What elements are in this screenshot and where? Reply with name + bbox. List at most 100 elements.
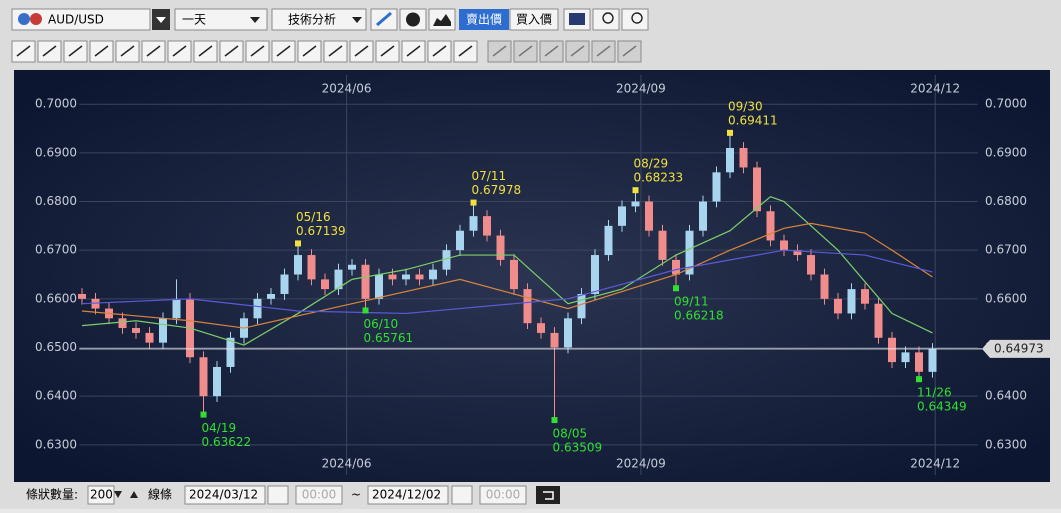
- extreme-value: 0.63509: [553, 441, 603, 455]
- x-tick-label-bottom: 2024/12: [910, 457, 960, 471]
- candle-body: [712, 172, 721, 202]
- candle-body: [213, 366, 221, 397]
- analysis-select[interactable]: [271, 8, 367, 31]
- y-tick-label: 0.6800: [35, 194, 77, 208]
- extreme-date: 09/30: [728, 99, 763, 113]
- tool-icon: [544, 45, 559, 57]
- candle-body: [172, 298, 181, 319]
- from-date-input[interactable]: [184, 485, 266, 505]
- tool-icon: [406, 45, 421, 57]
- extreme-date: 08/05: [553, 427, 588, 441]
- extreme-date: 11/26: [917, 386, 952, 400]
- zoom-icon: [631, 12, 643, 24]
- buy-label: 買入價: [516, 13, 552, 27]
- from-date: 2024/03/12: [189, 488, 258, 502]
- candle-body: [739, 147, 748, 168]
- candle-body: [402, 274, 410, 280]
- candle-body: [766, 211, 775, 241]
- candle-body: [91, 298, 100, 309]
- extreme-date: 04/19: [202, 421, 237, 435]
- price-tag: [982, 339, 1050, 358]
- candle-body: [388, 274, 397, 280]
- tool-icon: [622, 45, 637, 57]
- tool-icon: [596, 45, 611, 57]
- zoom-in-button[interactable]: [621, 8, 649, 31]
- y-tick-label: 0.6900: [35, 145, 77, 159]
- tool-icon: [518, 45, 533, 57]
- candle-body: [658, 230, 667, 260]
- chart-type-button[interactable]: [428, 8, 456, 31]
- symbol-select[interactable]: [11, 8, 151, 31]
- toolbar: AUD/USD 一天 技術分析 賣出價 買入價: [11, 8, 649, 31]
- tool-icon: [94, 45, 109, 57]
- candle-body: [847, 289, 856, 314]
- buy-button[interactable]: [509, 8, 559, 31]
- candle-body: [429, 269, 437, 280]
- extreme-marker: [200, 411, 207, 418]
- candle-body: [928, 348, 937, 372]
- candle-body: [672, 259, 680, 275]
- sell-button[interactable]: [459, 9, 509, 30]
- y-tick-label: 0.6400: [35, 389, 77, 403]
- x-tick-label-bottom: 2024/09: [616, 457, 666, 471]
- x-tick-label-bottom: 2024/06: [322, 457, 372, 471]
- extreme-date: 06/10: [364, 317, 399, 331]
- candle-body: [793, 250, 802, 256]
- extreme-marker: [295, 240, 301, 247]
- y-tick-label: 0.6500: [35, 340, 77, 354]
- plot: 0.63000.63000.64000.64000.65000.65000.66…: [35, 75, 1050, 475]
- chart-area: [14, 70, 1050, 482]
- analysis: 技術分析: [288, 13, 336, 27]
- tool-icon: [42, 45, 57, 57]
- y-tick-label-right: 0.6900: [985, 145, 1027, 159]
- x-tick-label: 2024/06: [322, 82, 372, 96]
- extreme-date: 09/11: [674, 295, 709, 309]
- candle-body: [321, 279, 329, 290]
- to-date-input[interactable]: [367, 485, 449, 505]
- period-select[interactable]: [174, 8, 268, 31]
- extreme-marker: [632, 187, 639, 194]
- candle-body: [780, 240, 788, 251]
- reset-button[interactable]: [536, 486, 560, 504]
- tool-icon: [328, 45, 343, 57]
- candle-body: [442, 250, 451, 270]
- zoom-out-button[interactable]: [592, 8, 620, 31]
- candle-body: [118, 318, 127, 329]
- y-tick-label: 0.7000: [35, 97, 77, 111]
- calendar-button[interactable]: [451, 485, 473, 505]
- candle-body: [496, 235, 505, 260]
- tool-icon: [354, 45, 369, 57]
- candle-body: [564, 318, 572, 348]
- y-tick-label: 0.6600: [35, 291, 77, 305]
- to-time: 00:00: [486, 488, 521, 502]
- drawing-toolbar: [11, 40, 642, 63]
- candle-body: [550, 332, 559, 348]
- calendar-button[interactable]: [267, 485, 289, 505]
- candle-body: [375, 274, 383, 299]
- extreme-value: 0.64349: [917, 400, 967, 414]
- candle-body: [334, 269, 343, 290]
- bars-label: 條狀數量:: [26, 488, 78, 502]
- candle-body: [834, 298, 842, 314]
- candle-body: [915, 352, 923, 372]
- to-time-input: [479, 485, 527, 505]
- extreme-value: 0.66218: [674, 309, 724, 323]
- extreme-value: 0.65761: [364, 331, 414, 345]
- bars-input[interactable]: [87, 485, 115, 505]
- candle-body: [685, 230, 694, 275]
- price-tag-label: 0.64973: [994, 341, 1044, 355]
- candle-body: [618, 206, 626, 226]
- up-arrow[interactable]: [130, 491, 138, 498]
- x-tick-label: 2024/09: [616, 82, 666, 96]
- x-tick-label: 2024/12: [910, 82, 960, 96]
- y-tick-label: 0.6300: [35, 437, 77, 451]
- tool-icon: [458, 45, 473, 57]
- candle-body: [280, 274, 289, 294]
- moving-average: [81, 249, 933, 315]
- zoom-icon: [602, 12, 614, 24]
- candle-body: [807, 255, 815, 275]
- y-tick-label-right: 0.6400: [985, 389, 1027, 403]
- dropdown-arrow: [114, 491, 122, 498]
- candle-body: [456, 230, 464, 251]
